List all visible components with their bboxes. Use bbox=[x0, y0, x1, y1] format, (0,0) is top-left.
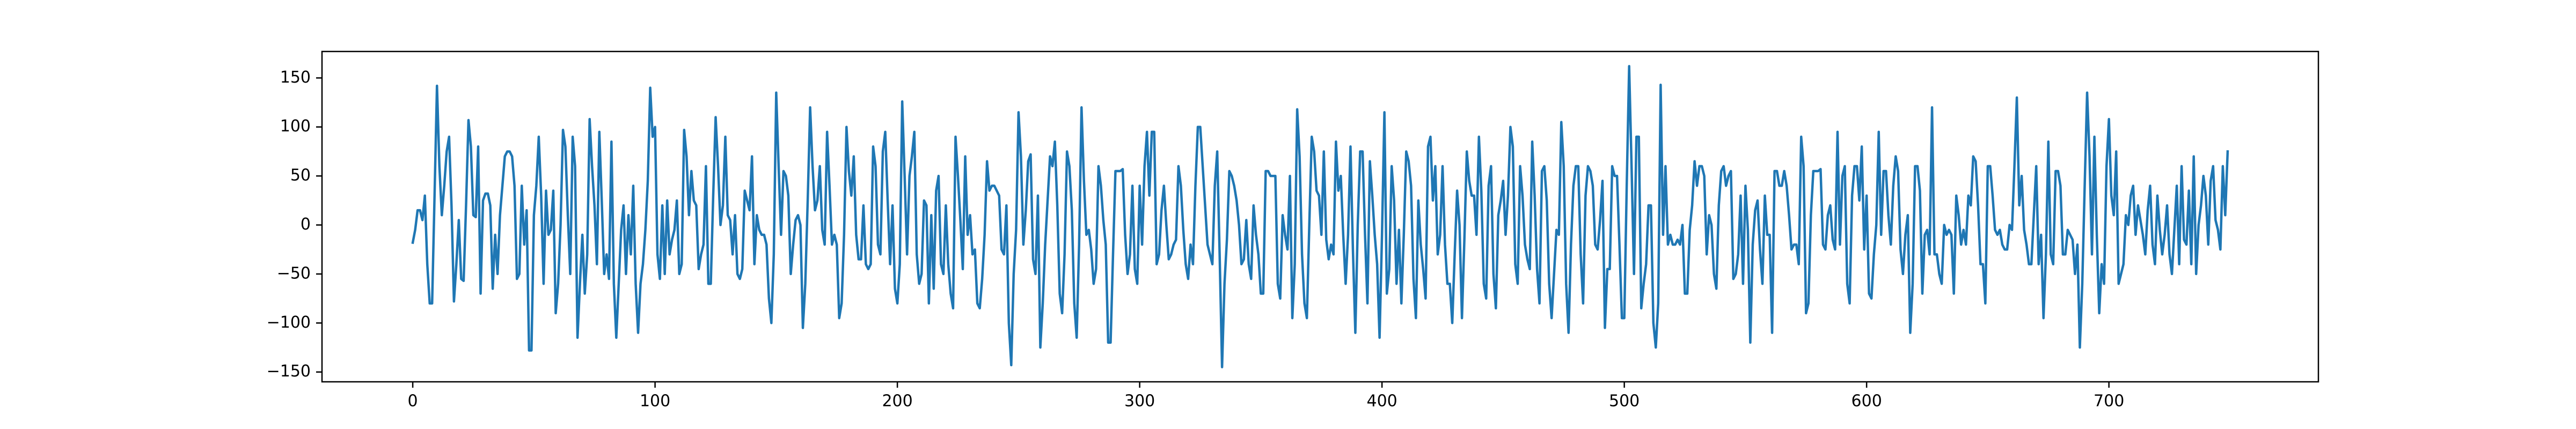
x-tick-label: 700 bbox=[2094, 392, 2124, 411]
y-tick-label: −150 bbox=[267, 362, 311, 381]
x-tick-label: 100 bbox=[640, 392, 670, 411]
line-series bbox=[411, 65, 2229, 368]
y-tick-label: −100 bbox=[267, 313, 311, 332]
x-tick-label: 400 bbox=[1367, 392, 1397, 411]
x-tick-label: 200 bbox=[882, 392, 912, 411]
plot-frame bbox=[321, 50, 2319, 383]
x-tick-label: 500 bbox=[1609, 392, 1640, 411]
y-tick-label: −50 bbox=[277, 264, 311, 283]
y-tick-label: 0 bbox=[301, 215, 311, 234]
x-tick-label: 300 bbox=[1124, 392, 1155, 411]
y-tick-label: 150 bbox=[280, 68, 311, 87]
y-tick-label: 50 bbox=[290, 166, 311, 185]
y-tick-label: 100 bbox=[280, 117, 311, 136]
x-tick-label: 600 bbox=[1851, 392, 1882, 411]
x-tick-label: 0 bbox=[408, 392, 418, 411]
